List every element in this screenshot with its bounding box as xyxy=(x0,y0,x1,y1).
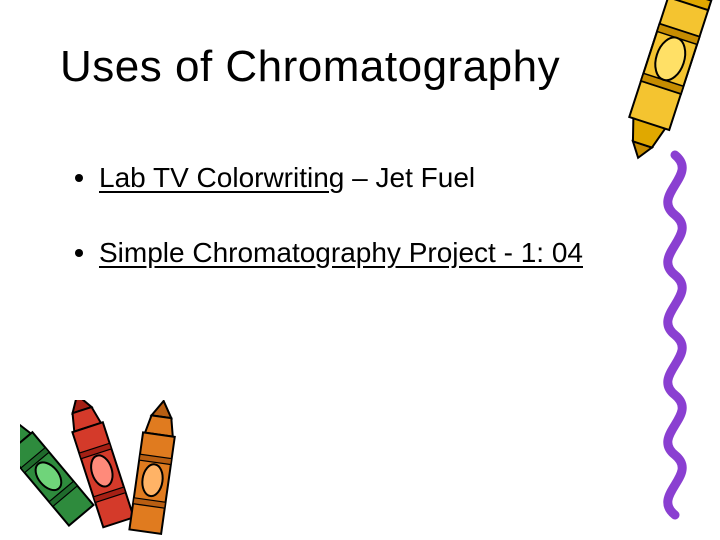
bullet-dot-icon xyxy=(75,174,83,182)
bullet-text: Lab TV Colorwriting – Jet Fuel xyxy=(99,160,475,195)
link-lab-tv[interactable]: Lab TV Colorwriting xyxy=(99,162,344,193)
page-title: Uses of Chromatography xyxy=(60,42,620,92)
slide: Uses of Chromatography Lab TV Colorwriti… xyxy=(0,0,720,540)
bullet-rest: – Jet Fuel xyxy=(344,162,475,193)
bullet-text: Simple Chromatography Project - 1: 04 xyxy=(99,235,583,270)
crayons-group-icon xyxy=(20,400,190,540)
bullet-dot-icon xyxy=(75,249,83,257)
list-item: Lab TV Colorwriting – Jet Fuel xyxy=(75,160,595,195)
link-chromatography-project[interactable]: Simple Chromatography Project - 1: 04 xyxy=(99,237,583,268)
list-item: Simple Chromatography Project - 1: 04 xyxy=(75,235,595,270)
squiggle-icon xyxy=(640,150,710,530)
bullet-list: Lab TV Colorwriting – Jet Fuel Simple Ch… xyxy=(75,160,595,310)
